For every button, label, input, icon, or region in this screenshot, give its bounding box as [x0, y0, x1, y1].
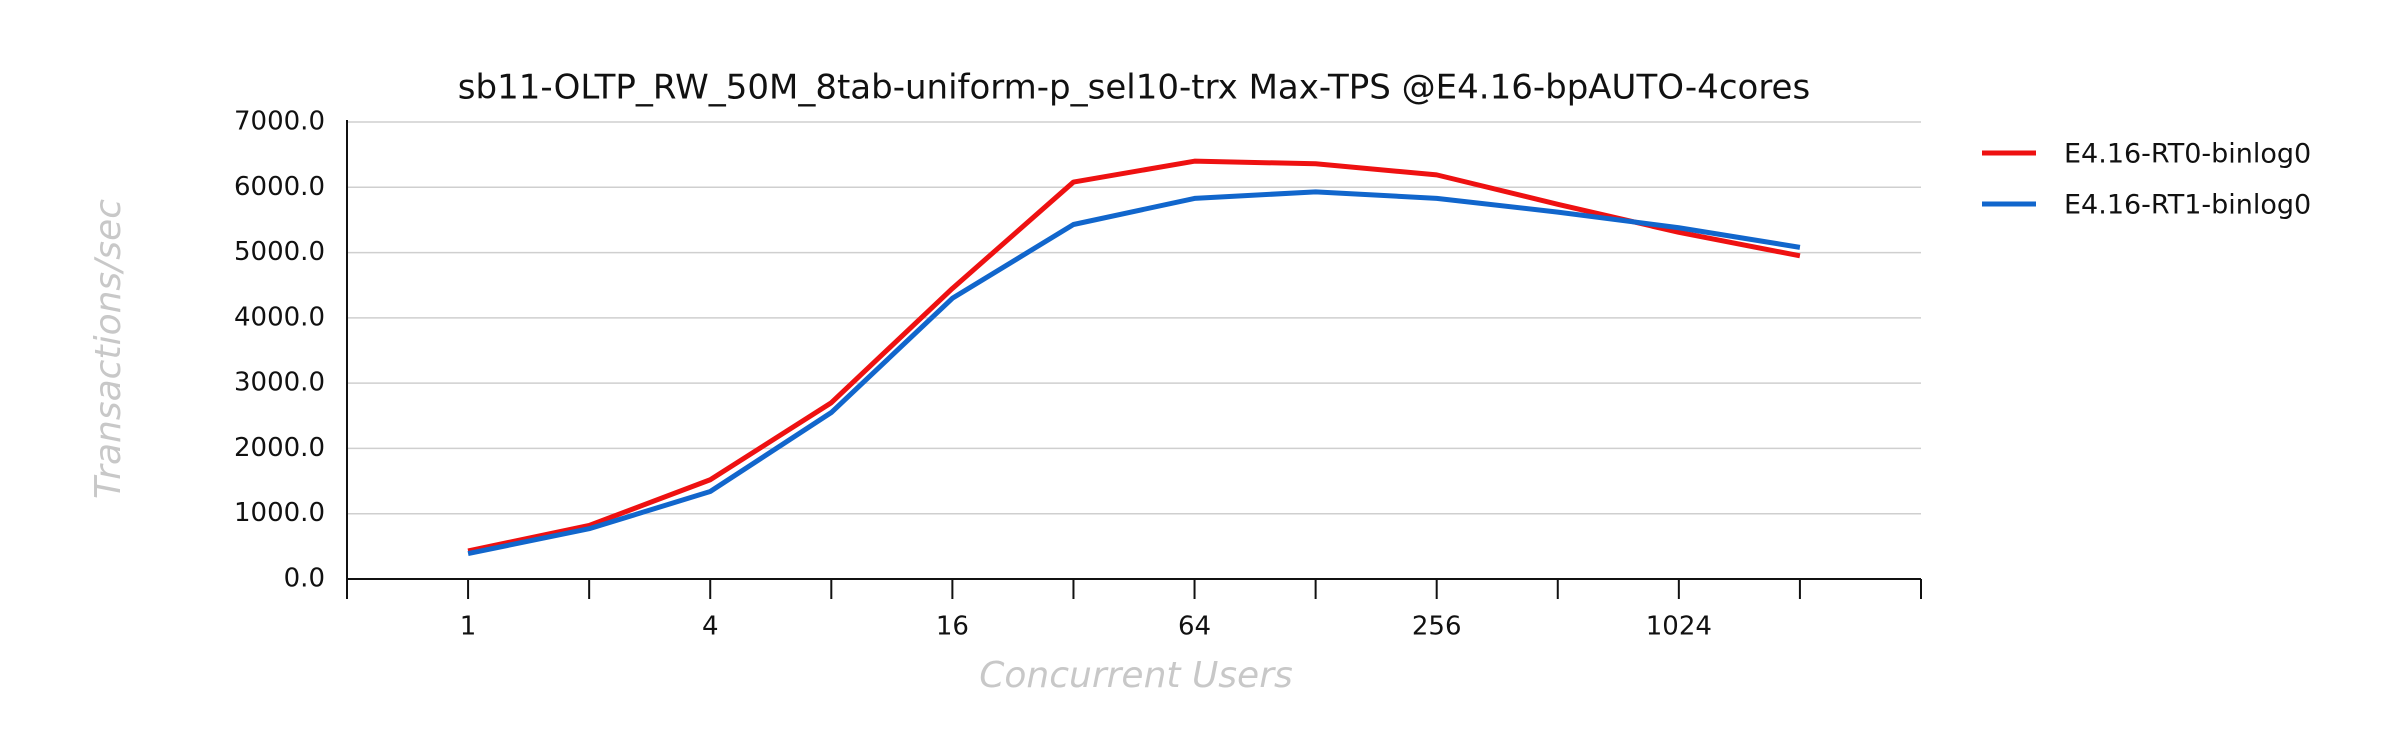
legend-label: E4.16-RT0-binlog0 [2064, 139, 2311, 170]
y-tick-label: 2000.0 [234, 433, 325, 463]
x-tick-label: 1 [460, 612, 477, 642]
x-tick-label: 256 [1412, 612, 1462, 642]
series-line [467, 189, 1801, 556]
chart-title: sb11-OLTP_RW_50M_8tab-uniform-p_sel10-tr… [458, 68, 1810, 108]
x-tick-label: 4 [702, 612, 719, 642]
series-line [467, 158, 1801, 554]
x-tick-label: 64 [1178, 612, 1211, 642]
y-tick-label: 6000.0 [234, 172, 325, 202]
x-tick-label: 1024 [1646, 612, 1712, 642]
y-tick-label: 5000.0 [234, 237, 325, 267]
y-tick-label: 1000.0 [234, 498, 325, 528]
legend-label: E4.16-RT1-binlog0 [2064, 190, 2311, 221]
y-tick-label: 3000.0 [234, 368, 325, 398]
y-axis-label: Transactions/sec [88, 199, 129, 499]
x-axis-label: Concurrent Users [979, 655, 1293, 696]
y-tick-label: 4000.0 [234, 302, 325, 332]
y-tick-label: 0.0 [284, 564, 325, 594]
y-tick-label: 7000.0 [234, 107, 325, 137]
x-tick-label: 16 [936, 612, 969, 642]
